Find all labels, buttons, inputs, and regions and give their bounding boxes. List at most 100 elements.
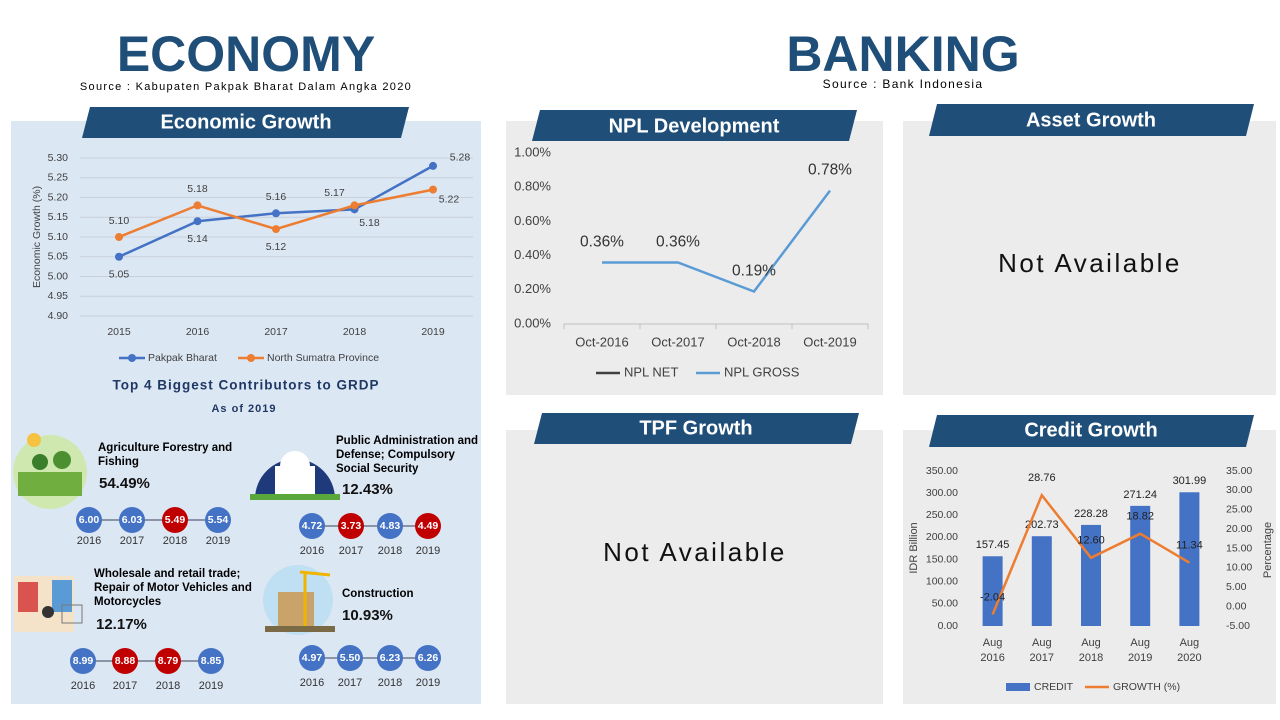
value-label: 8.88 (115, 655, 136, 667)
value-label: 4.72 (302, 520, 323, 532)
x-tick-label: 2017 (264, 326, 288, 338)
year-label: 2017 (113, 680, 137, 692)
year-label: 2019 (199, 680, 223, 692)
y-tick-label: 5.10 (48, 231, 69, 243)
point (350, 201, 359, 210)
y-tick-label: 150.00 (926, 553, 958, 565)
icon (14, 576, 83, 632)
value-circle (299, 645, 325, 671)
y-tick-label: 350.00 (926, 465, 958, 477)
contributor-share: 54.49% (99, 475, 150, 492)
contributor-share: 12.17% (96, 616, 147, 633)
asset-panel (903, 121, 1276, 395)
legend-marker (247, 354, 255, 362)
bar (982, 556, 1003, 626)
y-tick-label: 4.95 (48, 290, 69, 302)
value-label: 4.97 (302, 652, 323, 664)
x-tick-label: 2018 (343, 326, 367, 338)
x-tick-label: Oct-2016 (575, 334, 628, 349)
value-label: 6.00 (79, 514, 100, 526)
y-axis-label: IDR Billion (908, 522, 920, 573)
value-circle (415, 645, 441, 671)
contributor-name: Agriculture Forestry and Fishing (98, 442, 233, 468)
not-available: Not Available (603, 537, 787, 567)
value-label: 3.73 (341, 520, 362, 532)
year-label: 2017 (339, 545, 363, 557)
data-label: 0.78% (808, 162, 852, 179)
legend-label: GROWTH (%) (1113, 681, 1180, 693)
year-label: 2018 (163, 535, 187, 547)
x-tick-label: Oct-2019 (803, 334, 856, 349)
point (193, 201, 202, 210)
data-label: 157.45 (976, 539, 1010, 551)
value-circle (155, 648, 181, 674)
y2-tick-label: 20.00 (1226, 523, 1252, 535)
economy-panel (11, 121, 481, 704)
year-label: 2016 (77, 535, 101, 547)
y2-tick-label: 0.00 (1226, 600, 1247, 612)
icon (13, 433, 87, 509)
value-circle (415, 513, 441, 539)
y-tick-label: 0.80% (514, 179, 551, 194)
contributors-subtitle: As of 2019 (211, 403, 276, 415)
data-label: 271.24 (1123, 489, 1157, 501)
data-label: 5.18 (187, 183, 208, 195)
point (272, 209, 280, 218)
legend-marker (128, 354, 136, 362)
value-circle (299, 513, 325, 539)
bar (1179, 492, 1200, 626)
data-label: 5.17 (324, 187, 345, 199)
value-circle (70, 648, 96, 674)
year-label: 2017 (120, 535, 144, 547)
contributors-title: Top 4 Biggest Contributors to GRDP (113, 378, 380, 393)
value-label: 6.26 (418, 652, 439, 664)
data-label: 0.36% (656, 234, 700, 251)
y-tick-label: 100.00 (926, 575, 958, 587)
year-label: 2017 (338, 677, 362, 689)
banner-title: Credit Growth (1024, 419, 1157, 441)
series-line (991, 492, 1191, 616)
year-label: 2019 (206, 535, 230, 547)
point (193, 217, 202, 226)
not-available: Not Available (998, 248, 1182, 278)
year-label: 2016 (300, 545, 324, 557)
data-label: -2.04 (980, 591, 1005, 603)
x-tick-label: Aug 2019 (1127, 637, 1153, 664)
value-circle (377, 513, 403, 539)
value-label: 8.99 (73, 655, 94, 667)
icon (263, 565, 335, 635)
x-tick-label: 2019 (421, 326, 445, 338)
data-label: 228.28 (1074, 508, 1108, 520)
x-tick-label: Oct-2018 (727, 334, 780, 349)
x-tick-label: Aug 2017 (1029, 637, 1055, 664)
y2-tick-label: 15.00 (1226, 542, 1252, 554)
value-circle (119, 507, 145, 533)
y-tick-label: 0.00 (938, 620, 959, 632)
y-tick-label: 5.15 (48, 211, 69, 223)
bar (1130, 505, 1151, 626)
point (429, 161, 437, 170)
y-tick-label: 200.00 (926, 531, 958, 543)
value-circle (112, 648, 138, 674)
year-label: 2019 (416, 677, 440, 689)
y-tick-label: 5.30 (48, 152, 69, 164)
y2-tick-label: 30.00 (1226, 484, 1252, 496)
contributor-share: 12.43% (342, 481, 393, 498)
point (272, 225, 280, 234)
contributor-name: Public Administration and Defense; Compu… (336, 435, 479, 475)
y2-tick-label: -5.00 (1226, 620, 1250, 632)
y-tick-label: 300.00 (926, 487, 958, 499)
data-label: 5.14 (187, 233, 208, 245)
icon (250, 451, 340, 500)
value-circle (205, 507, 231, 533)
data-label: 5.18 (359, 217, 380, 229)
x-tick-label: Aug 2018 (1078, 637, 1104, 664)
banner (534, 413, 859, 444)
y-tick-label: 0.20% (514, 281, 551, 296)
value-label: 4.49 (418, 520, 439, 532)
data-label: 18.82 (1126, 511, 1154, 523)
y-tick-label: 0.00% (514, 315, 551, 330)
banner (82, 107, 409, 138)
value-label: 8.85 (201, 655, 222, 667)
